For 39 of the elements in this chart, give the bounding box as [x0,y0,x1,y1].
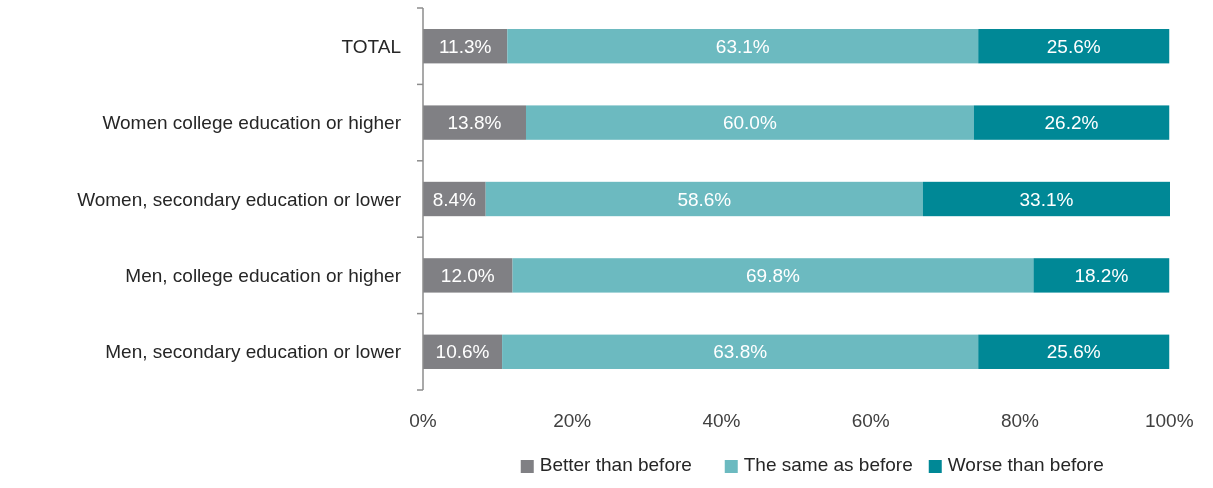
bar [1033,258,1170,293]
data-label: 10.6% [435,341,490,363]
x-tick-label: 80% [1000,410,1040,431]
legend-label: Worse than before [947,454,1104,475]
x-tick-label: 40% [702,410,741,431]
data-label: 69.8% [746,265,801,287]
bar [973,105,1170,140]
data-label: 26.2% [1044,112,1099,134]
x-tick-label: 20% [553,410,592,431]
bar [978,334,1170,369]
data-label: 13.8% [447,112,502,134]
x-tick-label: 100% [1144,410,1194,431]
y-tick-label: TOTAL [341,35,401,57]
bar [502,334,979,369]
y-tick-label: Women, secondary education or lower [77,188,402,210]
x-tick-label: 60% [851,410,890,431]
data-label: 8.4% [432,188,477,210]
legend-label: The same as before [743,454,913,475]
bar [485,181,923,217]
legend-label: Better than before [539,454,692,475]
data-label: 11.3% [438,35,492,57]
data-label: 63.1% [715,35,770,57]
y-tick-label: Men, college education or higher [125,265,402,287]
data-label: 18.2% [1074,265,1129,287]
bar [507,29,979,64]
x-tick-label: 0% [409,410,437,431]
bar [978,29,1170,64]
data-label: 25.6% [1046,341,1101,363]
bar [512,258,1034,293]
data-label: 25.6% [1046,35,1101,57]
data-label: 60.0% [722,112,777,134]
data-label: 33.1% [1019,188,1074,210]
bar [525,105,974,140]
data-label: 58.6% [677,188,732,210]
data-label: 12.0% [440,265,495,287]
y-tick-label: Women college education or higher [102,112,402,134]
bar [922,181,1170,217]
y-tick-label: Men, secondary education or lower [105,341,402,363]
data-label: 63.8% [713,341,768,363]
